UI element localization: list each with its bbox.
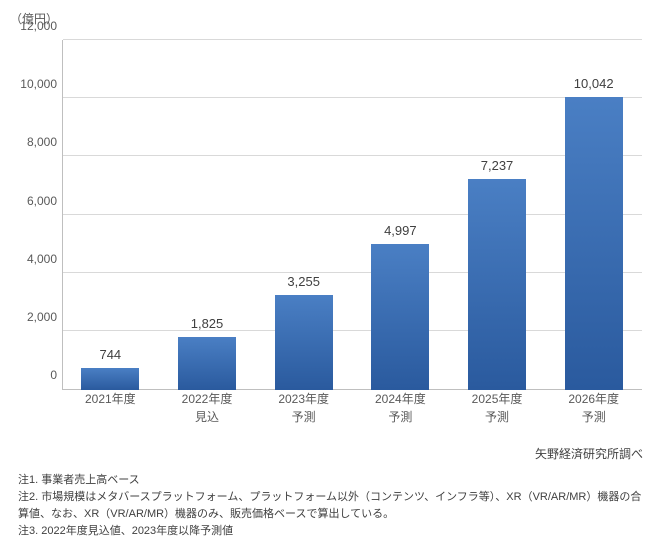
footnotes: 注1. 事業者売上高ベース 注2. 市場規模はメタバースプラットフォーム、プラッ… [18,472,645,540]
footnote-1: 注1. 事業者売上高ベース [18,472,645,489]
y-tick-label: 2,000 [27,310,63,324]
bar: 4,997 [371,244,429,390]
x-tick-label: 2023年度予測 [255,390,352,426]
bar-value-label: 3,255 [287,274,320,295]
x-tick-label: 2025年度予測 [449,390,546,426]
source-credit: 矢野経済研究所調べ [535,445,643,462]
bar-value-label: 7,237 [481,158,514,179]
bar: 744 [81,368,139,390]
bar-slot: 3,255 [255,40,352,390]
chart-plot-area: 02,0004,0006,0008,00010,00012,000 7441,8… [62,40,642,390]
bars-container: 744 1,825 3,255 4,997 7,237 10,042 [62,40,642,390]
x-tick-label: 2021年度 [62,390,159,426]
y-tick-label: 6,000 [27,194,63,208]
x-tick-label: 2022年度見込 [159,390,256,426]
x-tick-label: 2026年度予測 [545,390,642,426]
x-tick-label: 2024年度予測 [352,390,449,426]
bar-value-label: 744 [99,347,121,368]
x-axis-labels: 2021年度2022年度見込2023年度予測2024年度予測2025年度予測20… [62,390,642,426]
bar: 7,237 [468,179,526,390]
y-tick-label: 10,000 [20,77,63,91]
bar-slot: 4,997 [352,40,449,390]
bar-value-label: 4,997 [384,223,417,244]
bar: 3,255 [275,295,333,390]
bar-slot: 744 [62,40,159,390]
y-tick-label: 4,000 [27,252,63,266]
footnote-3: 注3. 2022年度見込値、2023年度以降予測値 [18,523,645,540]
bar: 1,825 [178,337,236,390]
bar: 10,042 [565,97,623,390]
y-tick-label: 8,000 [27,135,63,149]
bar-slot: 7,237 [449,40,546,390]
bar-slot: 1,825 [159,40,256,390]
y-tick-label: 12,000 [20,19,63,33]
footnote-2: 注2. 市場規模はメタバースプラットフォーム、プラットフォーム以外（コンテンツ、… [18,489,645,523]
bar-slot: 10,042 [545,40,642,390]
bar-value-label: 1,825 [191,316,224,337]
bar-value-label: 10,042 [574,76,614,97]
